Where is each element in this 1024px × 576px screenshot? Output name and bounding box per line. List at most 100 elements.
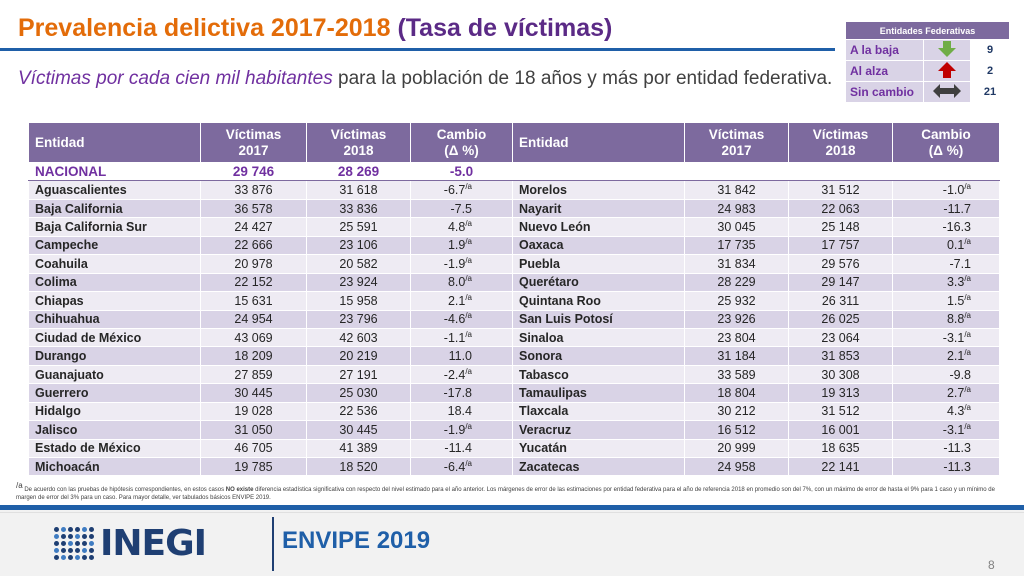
- arrow-down-icon: [923, 39, 971, 61]
- table-row: Hidalgo 19 028 22 536 18.4 Tlaxcala 30 212 31 …: [28, 401, 1000, 422]
- victims-2017-cell: 17 735: [684, 235, 789, 256]
- arrow-up-icon: [923, 60, 971, 82]
- victims-2017-cell: 19 028: [200, 401, 307, 422]
- footer-band: [0, 510, 1024, 576]
- victims-2017-cell: 19 785: [200, 456, 307, 477]
- legend-label: Al alza: [845, 60, 924, 82]
- entity-cell: Yucatán: [512, 438, 685, 459]
- victims-2018-cell: 23 064: [788, 327, 893, 348]
- page-number: 8: [988, 558, 995, 572]
- table-row: Ciudad de México 43 069 42 603 -1.1/a Sinalo…: [28, 327, 1000, 348]
- victims-2017-cell: 18 804: [684, 383, 789, 403]
- col-header-change: Cambio (Δ %): [892, 122, 1000, 163]
- col-header-change: Cambio (Δ %): [410, 122, 513, 163]
- legend-row-down: A la baja 9: [845, 39, 1010, 61]
- entity-cell: San Luis Potosí: [512, 309, 685, 329]
- table-row: Chiapas 15 631 15 958 2.1/a Quintana Roo 25 9…: [28, 291, 1000, 311]
- change-cell: -6.7/a: [410, 180, 513, 200]
- change-cell: 4.3/a: [892, 401, 1000, 422]
- title-underline: [0, 48, 835, 51]
- table-row: Jalisco 31 050 30 445 -1.9/a Veracruz 16 512 1…: [28, 420, 1000, 440]
- victims-2018-cell: 27 191: [306, 364, 411, 385]
- change-cell: -11.3: [892, 438, 1000, 459]
- change-cell: 8.0/a: [410, 272, 513, 293]
- logo-dots-icon: [54, 526, 94, 560]
- change-cell: -17.8: [410, 383, 513, 403]
- victims-2017-cell: 27 859: [200, 364, 307, 385]
- entity-cell: Hidalgo: [28, 401, 201, 422]
- change-legend: Entidades Federativas A la baja 9 Al alz…: [845, 21, 1010, 103]
- victims-2017-cell: 15 631: [200, 291, 307, 311]
- victims-2018-cell: 22 536: [306, 401, 411, 422]
- victims-2018-cell: 22 141: [788, 456, 893, 477]
- entity-cell: Guanajuato: [28, 364, 201, 385]
- victims-2017-cell: 31 050: [200, 420, 307, 440]
- national-entity: NACIONAL: [28, 161, 201, 182]
- change-cell: -7.1: [892, 254, 1000, 274]
- change-cell: -4.6/a: [410, 309, 513, 329]
- victims-2017-cell: 31 842: [684, 180, 789, 200]
- change-cell: 1.5/a: [892, 291, 1000, 311]
- table-row: Guerrero 30 445 25 030 -17.8 Tamaulipas 18 80…: [28, 383, 1000, 403]
- entity-cell: Colima: [28, 272, 201, 293]
- change-cell: 3.3/a: [892, 272, 1000, 293]
- entity-cell: Coahuila: [28, 254, 201, 274]
- victims-2017-cell: 43 069: [200, 327, 307, 348]
- empty-cell: [788, 161, 893, 182]
- victims-2018-cell: 20 582: [306, 254, 411, 274]
- footnote-bold: NO existe: [225, 487, 254, 493]
- change-cell: -11.4: [410, 438, 513, 459]
- victims-2018-cell: 23 796: [306, 309, 411, 329]
- victims-2017-cell: 23 926: [684, 309, 789, 329]
- victims-table: Entidad Víctimas 2017 Víctimas 2018 Cambio…: [28, 122, 1000, 477]
- footnote-mark: /a: [16, 481, 23, 490]
- victims-2018-cell: 18 635: [788, 438, 893, 459]
- victims-2018-cell: 31 512: [788, 401, 893, 422]
- inegi-logo: INEGI: [54, 523, 244, 564]
- entity-cell: Aguascalientes: [28, 180, 201, 200]
- victims-2017-cell: 36 578: [200, 198, 307, 219]
- change-cell: -1.9/a: [410, 254, 513, 274]
- victims-2018-cell: 19 313: [788, 383, 893, 403]
- victims-2017-cell: 30 045: [684, 217, 789, 237]
- victims-2018-cell: 30 308: [788, 364, 893, 385]
- entity-cell: Nayarit: [512, 198, 685, 219]
- entity-cell: Campeche: [28, 235, 201, 256]
- victims-2018-cell: 31 512: [788, 180, 893, 200]
- table-row: Baja California Sur 24 427 25 591 4.8/a Nuev…: [28, 217, 1000, 237]
- victims-2018-cell: 16 001: [788, 420, 893, 440]
- footer-divider: [272, 517, 274, 571]
- legend-label: A la baja: [845, 39, 924, 61]
- entity-cell: Ciudad de México: [28, 327, 201, 348]
- change-cell: 11.0: [410, 346, 513, 366]
- change-cell: -1.0/a: [892, 180, 1000, 200]
- change-cell: -2.4/a: [410, 364, 513, 385]
- victims-2018-cell: 29 147: [788, 272, 893, 293]
- victims-2018-cell: 17 757: [788, 235, 893, 256]
- change-cell: -3.1/a: [892, 420, 1000, 440]
- victims-2017-cell: 23 804: [684, 327, 789, 348]
- subtitle-italic: Víctimas por cada cien mil habitantes: [18, 68, 333, 89]
- victims-2017-cell: 18 209: [200, 346, 307, 366]
- entity-cell: Baja California Sur: [28, 217, 201, 237]
- entity-cell: Sinaloa: [512, 327, 685, 348]
- change-cell: 1.9/a: [410, 235, 513, 256]
- col-header-2017: Víctimas 2017: [200, 122, 307, 163]
- entity-cell: Morelos: [512, 180, 685, 200]
- subtitle-rest: para la población de 18 años y más por e…: [332, 68, 833, 89]
- entity-cell: Oaxaca: [512, 235, 685, 256]
- national-2018: 28 269: [306, 161, 411, 182]
- change-cell: -11.3: [892, 456, 1000, 477]
- victims-2018-cell: 41 389: [306, 438, 411, 459]
- change-cell: -16.3: [892, 217, 1000, 237]
- victims-2018-cell: 31 853: [788, 346, 893, 366]
- legend-label: Sin cambio: [845, 81, 924, 103]
- national-change: -5.0: [410, 161, 513, 182]
- empty-cell: [684, 161, 789, 182]
- entity-cell: Quintana Roo: [512, 291, 685, 311]
- entity-cell: Michoacán: [28, 456, 201, 477]
- victims-2017-cell: 30 212: [684, 401, 789, 422]
- entity-cell: Puebla: [512, 254, 685, 274]
- victims-2018-cell: 15 958: [306, 291, 411, 311]
- table-row: Baja California 36 578 33 836 -7.5 Nayarit 24…: [28, 198, 1000, 219]
